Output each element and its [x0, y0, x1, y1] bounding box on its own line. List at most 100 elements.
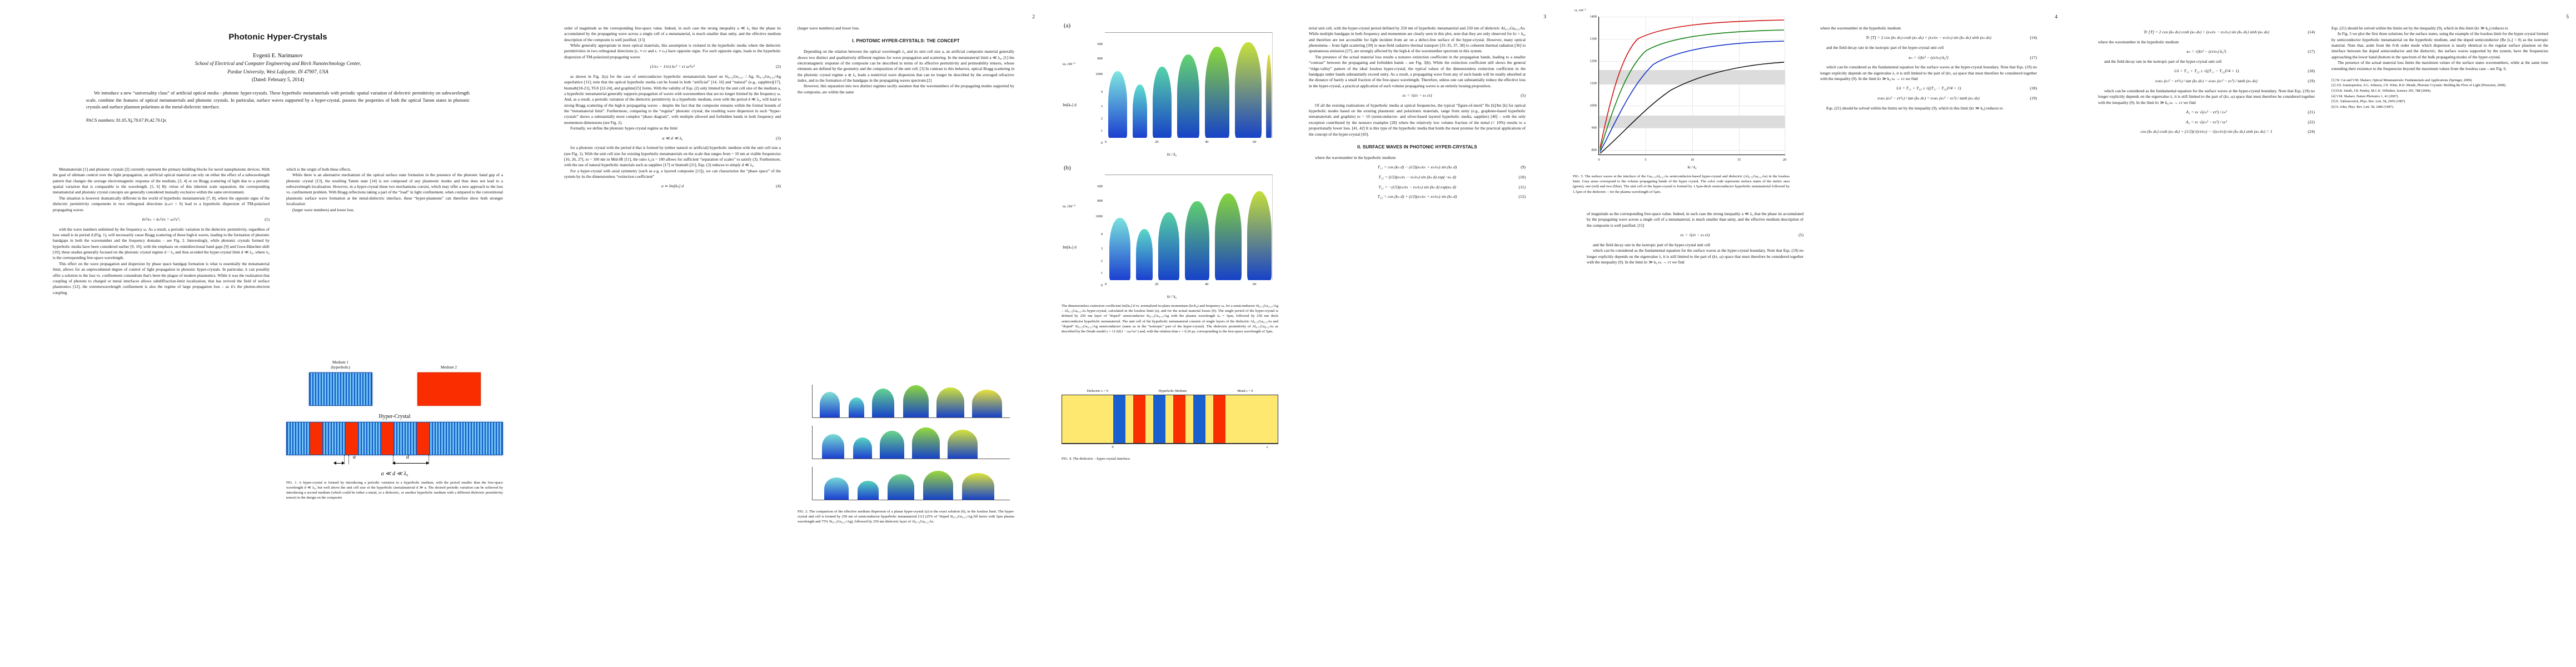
- figure-5-y-axis-name: ω, cm⁻¹: [1575, 8, 1587, 12]
- x-tick: 15: [1737, 158, 1741, 162]
- equation-body: A₁ = ϵₕ √(ϵₙ² − ϵτ²) / ϵₙ²: [2186, 109, 2227, 115]
- equation-tag: (19): [2308, 78, 2315, 84]
- figure-3: (a) ω, cm⁻¹ Im[kₙ] d 600 800 1000 4 3 2 …: [1062, 19, 1278, 334]
- figure-1: Medium 1 (hyperbolic) Medium 2 Hyper-Cry…: [286, 360, 503, 500]
- page-1-left-column: Metamaterials [1] and photonic crystals …: [53, 167, 270, 656]
- reference-item: [1] W. Cai and V.M. Shalaev, Optical Met…: [2331, 78, 2473, 82]
- strip-yellow: [1145, 395, 1153, 443]
- figure-5-curves: [1599, 19, 1785, 154]
- strip-yellow: [1185, 395, 1193, 443]
- equation-22: A₂ = ϵₕ √(ϵₙ² − ϵₕ²) / ϵₕ² (22): [2098, 120, 2315, 126]
- equation-tag: (10): [1518, 174, 1526, 180]
- pacs-numbers: PACS numbers: 81.05.Xj,78.67.Pt,42.70.Qs: [86, 117, 166, 123]
- paragraph: Eqs. (21) should be solved within the li…: [2331, 26, 2508, 31]
- equation-body: T₁₂ = (i/2)(ϵₙ/ϵₕ − ϵₕ/ϵₙ) sin (kₙ d) ex…: [1378, 174, 1456, 180]
- page-2-columns: order of magnitude as the corresponding …: [534, 0, 1045, 667]
- section-heading-2: II. SURFACE WAVES IN PHOTONIC HYPER-CRYS…: [1357, 144, 1477, 150]
- figure-3a-plot-area: [1105, 32, 1273, 138]
- strip-yellow: [1205, 395, 1213, 443]
- equation-18: 1/λ = T₁₁ + T₂₂ ± √((T₁₁ − T₂₂)²/4 + 1) …: [1820, 86, 2037, 92]
- equation-1: kτ²/ϵₙ + kₙ²/ϵτ = ω²/c², (1): [53, 217, 270, 223]
- equation-tag: (22): [2308, 119, 2315, 125]
- paragraph: This effect on the wave propagation and …: [53, 261, 270, 295]
- figure-3a-x-ticks: 0 20 40 60: [1105, 140, 1257, 144]
- y-axis-label: Im[kₙ] d: [1063, 245, 1077, 250]
- paragraph: with the wave numbers unlimited by the f…: [53, 226, 270, 261]
- y-axis-label: Im[kₙ] d: [1063, 103, 1077, 107]
- y-tick: 800: [1591, 148, 1597, 152]
- figure-4-axis: 0 z: [1062, 444, 1278, 453]
- equation-body: A₂ = ϵₕ √(ϵₙ² − ϵₕ²) / ϵₕ²: [2185, 119, 2228, 125]
- equation-body: ϵₕκₕ (ϵₙ² − ϵτ²ₕ) / tan (kₙ dₕ) = ϵₕκₕ (…: [2155, 78, 2258, 84]
- equation-tag: (1): [265, 216, 270, 222]
- z-axis-label: ω, cm⁻¹: [1063, 62, 1076, 66]
- figure-2: FIG. 2. The comparison of the effective …: [798, 384, 1014, 525]
- x-axis-label: kτ / k₀: [1167, 152, 1177, 157]
- affiliation-line-2: Purdue University, West Lafayette, IN 47…: [227, 69, 328, 75]
- figure-5: ω, cm⁻¹ 1400 1300 1200 110: [1573, 8, 1790, 195]
- legend-hyperbolic: Hyperbolic Medium: [1158, 389, 1187, 393]
- y-tick: 900: [1591, 126, 1597, 130]
- reference-item: [6] S. John, Phys. Rev. Lett. 58, 2486 (…: [2331, 104, 2394, 109]
- page-number: 2: [1032, 14, 1035, 20]
- equation-tag: (9): [1521, 165, 1526, 170]
- page-number: 5: [2566, 14, 2569, 20]
- affiliation-line-1: School of Electrical and Computer Engine…: [195, 61, 361, 66]
- figure-2-panel-b: [798, 425, 1014, 465]
- equation-3: a ≪ d ≪ λ₀ (3): [564, 136, 781, 142]
- strip-red: [1133, 395, 1145, 443]
- equation-tag: (3): [776, 135, 781, 141]
- figure-5-chart: ω, cm⁻¹ 1400 1300 1200 110: [1575, 8, 1786, 170]
- paragraph: of magnitude as the corresponding free-s…: [1587, 211, 1803, 228]
- page-5-right-column: Eqs. (21) should be solved within the li…: [2331, 26, 2548, 648]
- panel-a-label: (a): [1064, 22, 1071, 29]
- paragraph: where the wavenumber in the hyperbolic m…: [1820, 26, 1901, 31]
- medium-1-label: Medium 1 (hyperbolic): [331, 360, 350, 370]
- panel-b-label: (b): [1064, 165, 1071, 171]
- paragraph: where the wavenumber in the hyperbolic m…: [2098, 39, 2179, 44]
- medium-1-group: Medium 1 (hyperbolic): [308, 360, 372, 406]
- equation-body: ϵₕκₕ (ϵₙ² − ϵτ²ₕ) / tan (kₙ dₕ) = ϵₕκₕ (…: [1877, 96, 1980, 101]
- figure-4: Dielectric ϵ > 0 Hyperbolic Medium Metal…: [1062, 389, 1278, 461]
- y-tick: 1000: [1590, 103, 1597, 108]
- equation-9: T₁₁ = cos (kₙ d) − (i/2)(ϵₙ/ϵₕ + ϵₕ/ϵₙ) …: [1309, 165, 1526, 171]
- equation-body: (1/ϵₙ − 1/ϵτ) kₙ² = ϵτ ω²/c²: [650, 64, 695, 69]
- paragraph: and the field decay rate in the isotropi…: [2104, 58, 2222, 64]
- paragraph: Formally, we define the photonic hyper-c…: [570, 126, 678, 131]
- equation-tag: (5): [1798, 232, 1803, 238]
- z-axis-label: ω, cm⁻¹: [1063, 204, 1076, 208]
- paragraph: which can be considered as the fundament…: [1820, 64, 2037, 81]
- paragraph: The situation is however dramatically di…: [53, 195, 270, 212]
- figure-1-inequality: a ≪ d ≪ λ₀: [381, 470, 408, 477]
- figure-3-panel-a: (a) ω, cm⁻¹ Im[kₙ] d 600 800 1000 4 3 2 …: [1062, 19, 1278, 158]
- equation-tag: (5): [1521, 92, 1526, 98]
- strip-yellow: [1125, 395, 1133, 443]
- x-tick: 5: [1645, 158, 1647, 162]
- equation-body: T₂₂ = cos (kₙ d) + (i/2)(ϵₙ/ϵₕ + ϵₕ/ϵₙ) …: [1377, 194, 1457, 200]
- equation-body: 1/λ = T₁₁ + T₂₂ ± √((T₁₁ − T₂₂)²/4 + 1): [2174, 68, 2239, 74]
- equation-tag: (4): [776, 183, 781, 189]
- y-tick: 1400: [1590, 14, 1597, 19]
- strip-dielectric: [1062, 395, 1113, 443]
- equation-10: T₁₂ = (i/2)(ϵₙ/ϵₕ − ϵₕ/ϵₙ) sin (kₙ d) ex…: [1309, 175, 1526, 181]
- medium-2-label: Medium 2: [441, 365, 457, 370]
- strip-red: [1173, 395, 1185, 443]
- equation-body: T₂₁ = −(i/2)(ϵₙ/ϵₕ − ϵₕ/ϵₙ) sin (kₙ d) e…: [1378, 184, 1456, 190]
- equation-body: Tr [T] = 2 cos (kₙ dₕ) cosh (κₙ dₖ) + (ϵ…: [1866, 35, 1991, 41]
- page-4-left-column: of magnitude as the corresponding free-s…: [1587, 211, 1803, 650]
- figure-3-panel-b: (b) ω, cm⁻¹ Im[kₙ] d 600 800 1000 4 3 2 …: [1062, 161, 1278, 300]
- page-3-right-column: terial unit cell, with the hyper-crystal…: [1309, 26, 1526, 648]
- medium-2-swatch: [417, 372, 481, 406]
- figure-1-media-row: Medium 1 (hyperbolic) Medium 2: [286, 360, 503, 406]
- hc-second-medium-slab: [381, 422, 393, 455]
- hyper-crystal-stack: [286, 421, 503, 455]
- equation-body: kτ²/ϵₙ + kₙ²/ϵτ = ω²/c²,: [142, 216, 181, 222]
- equation-11: T₂₁ = −(i/2)(ϵₙ/ϵₕ − ϵₕ/ϵₙ) sin (kₙ d) e…: [1309, 185, 1526, 191]
- x-tick: 20: [1782, 158, 1787, 162]
- dated-line: (Dated: February 5, 2014): [252, 77, 304, 83]
- strip-yellow: [1165, 395, 1173, 443]
- figure-3b-plot-area: [1105, 175, 1273, 280]
- x-tick: 10: [1690, 158, 1695, 162]
- equation-14b: Tr [T] = 2 cos (kₙ dₕ) cosh (κₙ dₖ) + (ϵ…: [2098, 29, 2315, 36]
- equation-tag: (18): [2308, 68, 2315, 74]
